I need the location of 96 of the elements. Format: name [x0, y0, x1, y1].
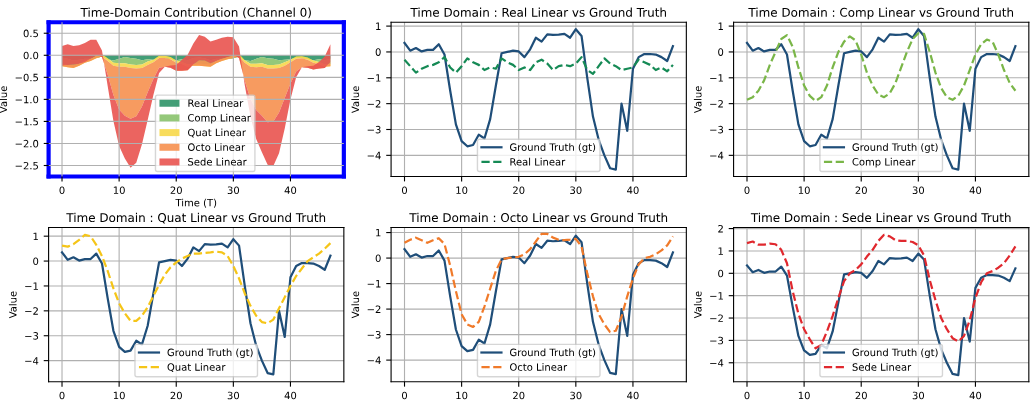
x-tick-label: 20: [855, 391, 867, 400]
y-axis-title: Value: [693, 86, 702, 114]
legend-label: Octo Linear: [510, 363, 568, 371]
y-tick-label: 0: [375, 254, 381, 263]
x-tick-label: 30: [227, 391, 240, 400]
y-tick-label: −4: [710, 151, 724, 160]
chart-title: Time Domain : Quat Linear vs Ground Truth: [66, 212, 326, 224]
x-tick-label: 30: [912, 186, 925, 194]
y-tick-label: 2: [718, 224, 723, 233]
x-tick-label: 40: [284, 186, 297, 194]
y-tick-label: 1: [376, 229, 381, 237]
y-tick-label: −2.5: [15, 161, 38, 170]
y-tick-label: 0: [33, 257, 39, 266]
legend-label: Ground Truth (gt): [167, 348, 253, 359]
x-tick-label: 0: [59, 186, 65, 194]
x-tick-label: 0: [59, 391, 65, 400]
x-tick-label: 40: [969, 391, 982, 400]
x-tick-label: 10: [113, 186, 125, 194]
y-tick-label: −0.5: [15, 73, 38, 82]
chart-title: Time Domain : Real Linear vs Ground Truth: [410, 7, 666, 17]
y-tick-label: −1: [710, 74, 723, 82]
y-tick-label: −4: [710, 359, 724, 367]
y-tick-label: 0.0: [23, 51, 39, 60]
y-tick-label: −2.0: [15, 139, 39, 148]
y-tick-label: −2: [367, 305, 381, 313]
x-tick-label: 10: [798, 186, 810, 194]
legend-label: Sede Linear: [852, 363, 912, 371]
y-tick-label: −2: [367, 100, 381, 108]
x-tick-label: 40: [627, 391, 639, 400]
legend-label: Real Linear: [188, 99, 244, 107]
chart-title: Time-Domain Contribution (Channel 0): [80, 7, 311, 19]
x-tick-label: 30: [912, 391, 925, 400]
legend-label: Quat Linear: [188, 128, 246, 138]
legend-label: Ground Truth (gt): [510, 348, 596, 359]
y-tick-label: −2: [710, 100, 723, 108]
x-tick-label: 20: [855, 186, 867, 194]
x-tick-label: 30: [227, 186, 240, 194]
x-axis-title: Time (T): [175, 198, 217, 208]
y-tick-label: −3: [710, 336, 724, 345]
y-tick-label: −4: [367, 356, 381, 364]
x-tick-label: 10: [798, 391, 810, 400]
y-tick-label: 0: [375, 48, 381, 56]
chart-title: Time Domain : Octo Linear vs Ground Truth: [409, 212, 668, 223]
y-tick-label: −1: [367, 74, 381, 82]
x-tick-label: 40: [969, 186, 982, 194]
x-tick-label: 0: [401, 186, 408, 194]
legend-label: Sede Linear: [188, 157, 247, 166]
chart-title: Time Domain : Comp Linear vs Ground Truth: [748, 7, 1014, 20]
y-tick-label: 0: [718, 269, 724, 278]
y-tick-label: −3: [710, 125, 724, 134]
chart-title: Time Domain : Sede Linear vs Ground Truth: [750, 212, 1011, 223]
legend-label: Quat Linear: [167, 363, 226, 372]
y-tick-label: 1: [33, 232, 38, 240]
y-tick-label: 0.5: [23, 29, 38, 38]
y-axis-title: Value: [351, 291, 360, 319]
y-tick-label: −4: [367, 151, 381, 160]
x-tick-label: 30: [570, 391, 582, 400]
y-tick-label: −1: [710, 292, 723, 300]
x-tick-label: 30: [570, 186, 582, 194]
y-axis-title: Value: [351, 86, 360, 114]
legend-label: Comp Linear: [852, 157, 916, 168]
y-tick-label: 0: [718, 48, 724, 56]
x-tick-label: 20: [513, 391, 525, 400]
y-tick-label: −3: [25, 332, 39, 340]
y-tick-label: 1: [718, 247, 723, 255]
legend-label: Ground Truth (gt): [852, 143, 938, 153]
x-tick-label: 40: [284, 391, 297, 400]
legend-label: Octo Linear: [188, 143, 246, 151]
y-tick-label: −2: [25, 307, 38, 315]
y-tick-label: −1.5: [15, 117, 38, 126]
x-tick-label: 0: [744, 391, 750, 400]
x-tick-label: 20: [170, 391, 182, 400]
y-tick-label: −4: [25, 357, 39, 365]
y-tick-label: −1: [367, 280, 381, 288]
y-tick-label: −1: [25, 282, 38, 290]
x-tick-label: 0: [401, 391, 408, 400]
x-tick-label: 20: [513, 186, 525, 194]
legend-label: Real Linear: [510, 157, 566, 166]
y-tick-label: −3: [367, 330, 381, 339]
y-axis-title: Value: [693, 291, 702, 319]
x-tick-label: 10: [456, 391, 468, 400]
y-tick-label: 1: [376, 22, 381, 30]
y-axis-title: Value: [0, 86, 8, 114]
y-tick-label: 1: [718, 22, 723, 30]
legend-label: Ground Truth (gt): [852, 348, 938, 359]
legend-label: Comp Linear: [188, 113, 251, 124]
y-axis-title: Value: [8, 291, 17, 319]
x-tick-label: 20: [170, 186, 182, 194]
y-tick-label: −2: [710, 314, 723, 322]
x-tick-label: 10: [113, 391, 125, 400]
x-tick-label: 0: [744, 186, 750, 194]
x-tick-label: 10: [456, 186, 468, 194]
y-tick-label: −1.0: [15, 95, 39, 104]
x-tick-label: 40: [627, 186, 639, 194]
legend-label: Ground Truth (gt): [510, 143, 596, 153]
y-tick-label: −3: [367, 125, 381, 134]
